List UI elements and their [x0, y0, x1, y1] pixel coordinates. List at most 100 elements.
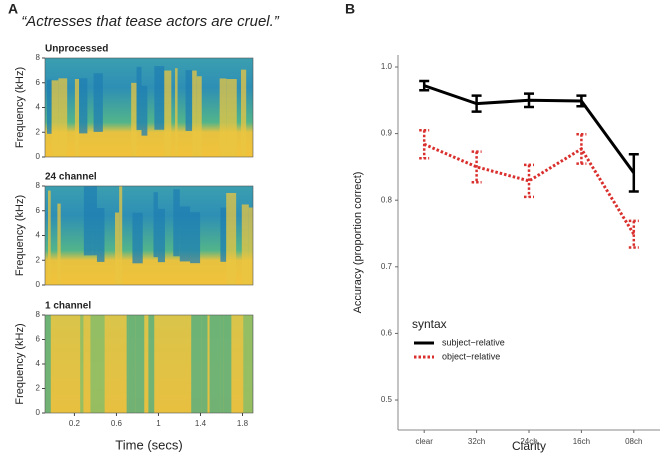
- x-tick-label: 08ch: [625, 437, 642, 446]
- spectrogram-texture: [164, 70, 172, 157]
- x-tick-label: 1.8: [237, 419, 249, 428]
- spectrogram-texture: [175, 68, 178, 157]
- spectrogram-texture: [223, 315, 232, 413]
- spectrogram-texture: [96, 208, 105, 262]
- spectrogram-texture: [191, 315, 202, 413]
- spectrogram-texture: [219, 78, 227, 157]
- y-tick-label: 0.8: [381, 195, 393, 204]
- legend-label: object−relative: [442, 351, 500, 361]
- spectrogram-texture: [90, 315, 101, 413]
- y-tick-label: 1.0: [381, 62, 393, 71]
- spectrogram-texture: [45, 315, 51, 413]
- error-bar: [471, 150, 482, 184]
- panel-label: A: [8, 1, 18, 17]
- spectrogram-texture: [148, 315, 155, 413]
- error-bar: [628, 219, 639, 249]
- y-tick-label: 0: [36, 152, 41, 161]
- y-tick-label: 8: [36, 181, 41, 190]
- x-axis-label: Clarity: [512, 439, 546, 453]
- y-axis-label: Frequency (kHz): [14, 67, 26, 148]
- x-tick-label: 1.4: [195, 419, 207, 428]
- y-tick-label: 0.5: [381, 395, 393, 404]
- spectrogram-texture: [192, 70, 197, 157]
- spectrogram-texture: [132, 212, 143, 264]
- x-tick-label: 16ch: [573, 437, 590, 446]
- spectrogram-texture: [209, 315, 221, 413]
- spectrogram: [45, 186, 253, 285]
- spectrogram-texture: [131, 82, 137, 157]
- y-tick-label: 4: [36, 231, 41, 240]
- x-tick-label: 0.2: [69, 419, 81, 428]
- series-line: [423, 142, 636, 235]
- y-tick-label: 6: [36, 206, 41, 215]
- x-axis-label: Time (secs): [115, 437, 182, 452]
- spectrogram-texture: [204, 315, 208, 413]
- spectrogram-texture: [196, 76, 202, 157]
- panel-title: Unprocessed: [45, 44, 108, 55]
- spectrogram-texture: [74, 79, 80, 157]
- spectrogram-texture: [190, 212, 201, 264]
- y-tick-label: 6: [36, 78, 41, 87]
- y-axis-label: Frequency (kHz): [14, 323, 26, 404]
- spectrogram-texture: [243, 315, 253, 413]
- spectrogram-texture: [252, 315, 253, 413]
- y-tick-label: 0.6: [381, 329, 393, 338]
- panel-title: 24 channel: [45, 172, 97, 183]
- legend-title: syntax: [412, 317, 447, 331]
- spectrogram-texture: [185, 70, 193, 131]
- y-tick-label: 8: [36, 310, 41, 319]
- spectrogram-texture: [93, 73, 103, 132]
- x-tick-label: 0.6: [111, 419, 123, 428]
- error-bar: [419, 79, 430, 92]
- spectrogram-texture: [80, 315, 84, 413]
- spectrogram-texture: [141, 85, 148, 136]
- quote: “Actresses that tease actors are cruel.”: [21, 13, 280, 30]
- y-axis-label: Accuracy (proportion correct): [352, 172, 364, 314]
- spectrogram-texture: [157, 208, 165, 263]
- spectrogram-texture: [47, 79, 52, 134]
- y-tick-label: 2: [36, 127, 41, 136]
- spectrogram-texture: [58, 78, 68, 157]
- spectrogram-texture: [128, 315, 136, 413]
- x-tick-label: 32ch: [468, 437, 485, 446]
- y-tick-label: 0: [36, 408, 41, 417]
- error-bar: [524, 163, 534, 199]
- spectrogram-texture: [248, 207, 253, 285]
- spectrogram-texture: [241, 69, 247, 157]
- spectrogram-texture: [119, 186, 123, 285]
- error-bar: [628, 152, 639, 193]
- spectrogram-texture: [51, 80, 59, 157]
- spectrogram-texture: [79, 78, 88, 134]
- x-tick-label: clear: [416, 437, 434, 446]
- spectrogram-texture: [135, 315, 145, 413]
- spectrogram-texture: [154, 66, 165, 130]
- spectrogram-texture: [226, 79, 237, 157]
- spectrogram-texture: [136, 66, 142, 130]
- error-bar: [576, 94, 587, 108]
- error-bar: [524, 92, 534, 109]
- spectrogram-texture: [92, 186, 97, 256]
- panel-title: 1 channel: [45, 301, 91, 312]
- spectrogram-texture: [115, 212, 120, 285]
- error-bar: [576, 133, 587, 165]
- spectrogram-texture: [100, 315, 105, 413]
- spectrogram-texture: [201, 315, 205, 413]
- y-axis-label: Frequency (kHz): [14, 195, 26, 276]
- spectrogram-texture: [220, 315, 224, 413]
- y-tick-label: 2: [36, 255, 41, 264]
- spectrogram-texture: [57, 203, 61, 285]
- error-bar: [471, 94, 482, 113]
- spectrogram-texture: [241, 204, 249, 285]
- y-tick-label: 0.9: [381, 129, 393, 138]
- x-tick-label: 1: [156, 419, 161, 428]
- spectrogram-texture: [47, 190, 51, 285]
- y-tick-label: 0.7: [381, 262, 393, 271]
- y-tick-label: 4: [36, 103, 41, 112]
- panel-label: B: [345, 1, 355, 17]
- error-bar: [419, 129, 430, 160]
- y-tick-label: 0: [36, 280, 41, 289]
- spectrogram-texture: [83, 186, 93, 256]
- x-tick-label: 24ch: [520, 437, 537, 446]
- spectrogram-texture: [226, 192, 237, 285]
